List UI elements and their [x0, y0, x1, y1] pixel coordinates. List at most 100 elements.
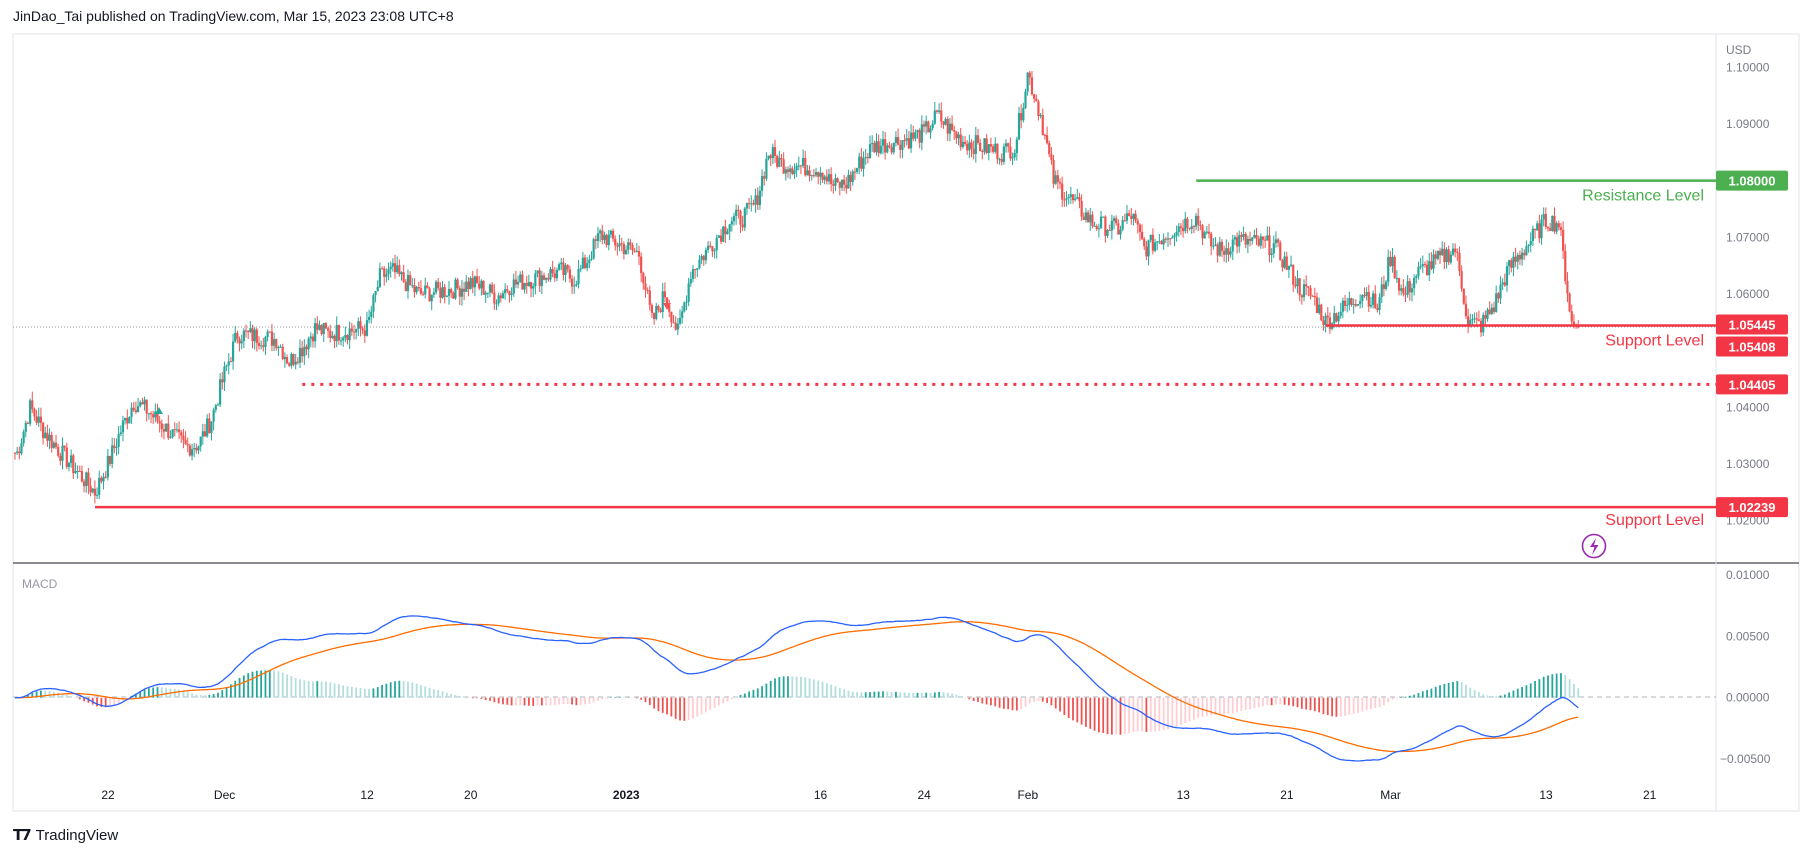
- candle-body: [1384, 281, 1388, 289]
- candle-body: [368, 316, 371, 321]
- macd-hist-bar: [173, 689, 176, 698]
- candle-body: [495, 303, 498, 305]
- macd-hist-bar: [929, 692, 932, 698]
- candle-body: [648, 290, 651, 306]
- macd-hist-bar: [1119, 697, 1122, 735]
- time-tick-label: 12: [360, 788, 374, 802]
- candle-body: [242, 330, 245, 342]
- macd-hist-bar: [502, 697, 504, 705]
- candle-body: [763, 176, 766, 179]
- macd-line: [14, 615, 1579, 762]
- macd-hist-bar: [679, 697, 681, 721]
- candle-body: [797, 165, 800, 167]
- macd-hist-bar: [100, 697, 103, 707]
- candle-body: [1417, 266, 1420, 277]
- candle-body: [130, 407, 133, 417]
- candle-body: [570, 278, 574, 287]
- macd-hist-bar: [381, 684, 383, 698]
- candle-body: [48, 434, 51, 441]
- macd-hist-bar: [1054, 697, 1057, 709]
- macd-hist-bar: [450, 693, 453, 698]
- candle-body: [298, 347, 302, 363]
- macd-hist-bar: [877, 691, 880, 698]
- candle-body: [475, 276, 479, 284]
- candle-body: [1464, 303, 1468, 317]
- time-tick-label: Feb: [1017, 788, 1038, 802]
- candle-body: [365, 320, 369, 336]
- candle-body: [674, 322, 677, 330]
- time-tick-label: Dec: [214, 788, 235, 802]
- candle-body: [558, 264, 561, 270]
- candle-body: [583, 257, 587, 268]
- macd-hist-bar: [1344, 697, 1346, 716]
- candle-body: [411, 285, 414, 287]
- candle-body: [1421, 264, 1424, 267]
- candle-body: [1430, 261, 1433, 269]
- candle-body: [724, 226, 727, 235]
- candle-body: [59, 455, 62, 461]
- candle-body: [1497, 293, 1500, 299]
- macd-hist-bar: [804, 677, 807, 698]
- candle-body: [661, 291, 664, 312]
- candle-body: [1048, 143, 1051, 155]
- price-tick-label: 1.03000: [1726, 457, 1770, 471]
- macd-hist-bar: [540, 697, 543, 706]
- candle-body: [737, 209, 740, 212]
- candle-body: [1238, 235, 1241, 247]
- candle-body: [91, 488, 94, 493]
- macd-hist-bar: [1123, 697, 1126, 735]
- candle-body: [132, 407, 135, 411]
- candle-body: [52, 442, 55, 448]
- candle-body: [655, 306, 658, 319]
- candle-body: [1095, 225, 1098, 230]
- alert-icon[interactable]: [1581, 533, 1607, 559]
- macd-hist-bar: [78, 697, 81, 700]
- macd-hist-bar: [147, 688, 150, 698]
- price-badges: 1.08000 1.05445 1.04405 1.02239 1.05408: [1716, 170, 1788, 518]
- macd-hist-bar: [420, 685, 422, 698]
- macd-hist-bar: [126, 697, 129, 699]
- macd-hist-bar: [1452, 681, 1454, 698]
- candle-body: [564, 265, 567, 275]
- macd-hist-bar: [1033, 697, 1036, 702]
- macd-hist-bar: [1292, 697, 1295, 707]
- candle-body: [1505, 266, 1509, 286]
- macd-hist-bar: [1236, 697, 1238, 713]
- candle-body: [430, 294, 433, 302]
- candle-body: [1525, 246, 1528, 256]
- candle-body: [1369, 304, 1373, 307]
- candle-body: [1413, 278, 1416, 289]
- macd-hist-bar: [368, 689, 371, 698]
- macd-hist-bar: [1231, 697, 1234, 714]
- candle-body: [884, 139, 887, 153]
- candle-body: [732, 216, 736, 222]
- candle-body: [1026, 72, 1029, 92]
- macd-hist-bar: [717, 697, 720, 706]
- candle-body: [1346, 304, 1349, 306]
- macd-hist-bar: [139, 691, 142, 698]
- candle-body: [719, 235, 723, 242]
- candle-body: [439, 288, 442, 298]
- candle-body: [1391, 256, 1394, 267]
- candle-body: [1102, 216, 1105, 218]
- candle-body: [1205, 231, 1208, 233]
- macd-hist-bar: [838, 687, 841, 698]
- macd-hist-bar: [1167, 697, 1169, 730]
- macd-hist-bar: [1180, 697, 1182, 725]
- candle-body: [18, 451, 21, 454]
- candle-body: [922, 124, 926, 127]
- macd-hist-bar: [812, 679, 815, 698]
- macd-hist-bar: [584, 697, 586, 705]
- candle-body: [1361, 295, 1364, 302]
- tradingview-logo[interactable]: 𝗧𝟳 TradingView: [13, 826, 118, 844]
- candle-body: [1125, 213, 1129, 221]
- macd-hist-bar: [774, 678, 776, 698]
- candle-body: [1099, 216, 1103, 229]
- candle-body: [1436, 250, 1439, 259]
- candle-body: [976, 135, 980, 143]
- candle-body: [599, 230, 602, 234]
- candle-body: [1354, 304, 1357, 306]
- candle-body: [1173, 235, 1176, 238]
- candle-body: [659, 309, 662, 312]
